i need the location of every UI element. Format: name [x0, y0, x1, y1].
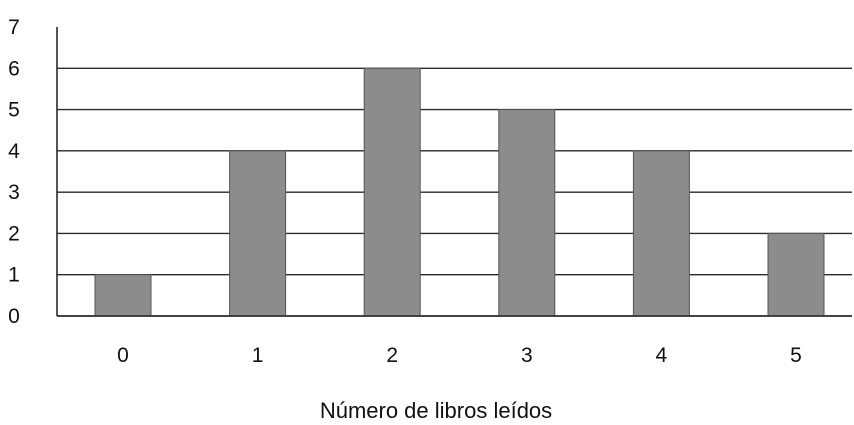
x-tick-labels: 0 1 2 3 4 5 — [117, 344, 802, 367]
bar-0 — [94, 274, 152, 317]
x-tick-label-0: 0 — [117, 344, 129, 367]
y-tick-label-0: 0 — [8, 305, 20, 328]
gridlines — [57, 67, 852, 317]
y-tick-label-4: 4 — [8, 140, 20, 163]
bar-5 — [767, 232, 825, 317]
bar-1 — [229, 150, 287, 317]
y-tick-label-1: 1 — [8, 264, 20, 287]
y-tick-labels: 0 1 2 3 4 5 6 7 — [8, 16, 20, 328]
x-tick-label-3: 3 — [521, 344, 533, 367]
y-tick-label-5: 5 — [8, 99, 20, 122]
x-tick-label-4: 4 — [656, 344, 668, 367]
x-tick-label-5: 5 — [790, 344, 802, 367]
y-tick-label-7: 7 — [8, 16, 20, 39]
x-axis-title: Número de libros leídos — [320, 398, 552, 423]
axes — [56, 27, 852, 317]
bars — [94, 67, 825, 317]
bar-2 — [363, 67, 421, 317]
y-tick-label-6: 6 — [8, 57, 20, 80]
y-tick-label-2: 2 — [8, 222, 20, 245]
bar-4 — [632, 150, 690, 317]
bar-3 — [498, 109, 556, 317]
y-tick-label-3: 3 — [8, 181, 20, 204]
x-tick-label-1: 1 — [252, 344, 264, 367]
x-tick-label-2: 2 — [386, 344, 398, 367]
